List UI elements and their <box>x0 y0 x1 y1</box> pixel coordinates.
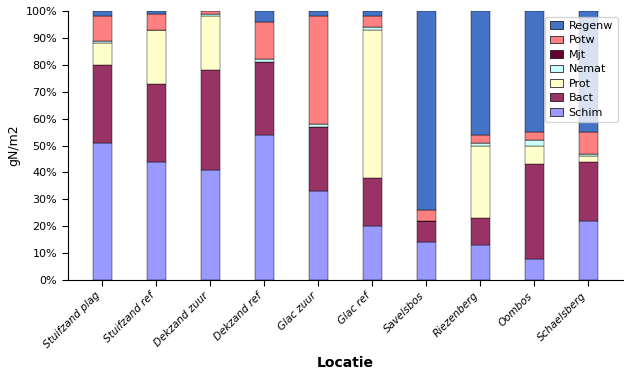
Bar <box>147 162 166 280</box>
Bar <box>201 16 220 70</box>
Bar <box>363 178 382 226</box>
Bar <box>363 16 382 27</box>
Bar <box>525 132 544 140</box>
Bar <box>309 191 328 280</box>
Bar <box>93 143 112 280</box>
Bar <box>525 11 544 132</box>
Bar <box>255 135 273 280</box>
Bar <box>93 65 112 143</box>
Bar <box>255 11 273 22</box>
Bar <box>93 41 112 43</box>
Bar <box>93 11 112 16</box>
Legend: Regenw, Potw, Mjt, Nemat, Prot, Bact, Schim: Regenw, Potw, Mjt, Nemat, Prot, Bact, Sc… <box>546 17 617 122</box>
Bar <box>525 140 544 146</box>
Bar <box>579 162 598 221</box>
Bar <box>417 11 436 210</box>
Bar <box>147 14 166 30</box>
Bar <box>579 132 598 153</box>
Bar <box>471 218 490 245</box>
Bar <box>255 60 273 62</box>
Bar <box>309 127 328 191</box>
Bar <box>525 259 544 280</box>
Bar <box>525 164 544 259</box>
Bar <box>363 11 382 16</box>
Bar <box>201 14 220 16</box>
Bar <box>363 27 382 30</box>
Bar <box>579 156 598 162</box>
Y-axis label: gN/m2: gN/m2 <box>7 125 20 166</box>
Bar <box>309 16 328 124</box>
Bar <box>525 146 544 164</box>
Bar <box>147 30 166 84</box>
Bar <box>147 84 166 162</box>
Bar <box>363 226 382 280</box>
Bar <box>471 146 490 218</box>
Bar <box>255 62 273 135</box>
Bar <box>93 16 112 41</box>
Bar <box>417 210 436 221</box>
Bar <box>579 11 598 132</box>
Bar <box>201 11 220 14</box>
Bar <box>417 242 436 280</box>
X-axis label: Locatie: Locatie <box>317 356 374 370</box>
Bar <box>471 135 490 143</box>
Bar <box>255 22 273 60</box>
Bar <box>579 221 598 280</box>
Bar <box>309 124 328 127</box>
Bar <box>471 143 490 146</box>
Bar <box>471 11 490 135</box>
Bar <box>363 30 382 178</box>
Bar <box>201 70 220 170</box>
Bar <box>201 170 220 280</box>
Bar <box>417 221 436 242</box>
Bar <box>147 11 166 14</box>
Bar <box>309 11 328 16</box>
Bar <box>579 153 598 156</box>
Bar <box>93 43 112 65</box>
Bar <box>471 245 490 280</box>
